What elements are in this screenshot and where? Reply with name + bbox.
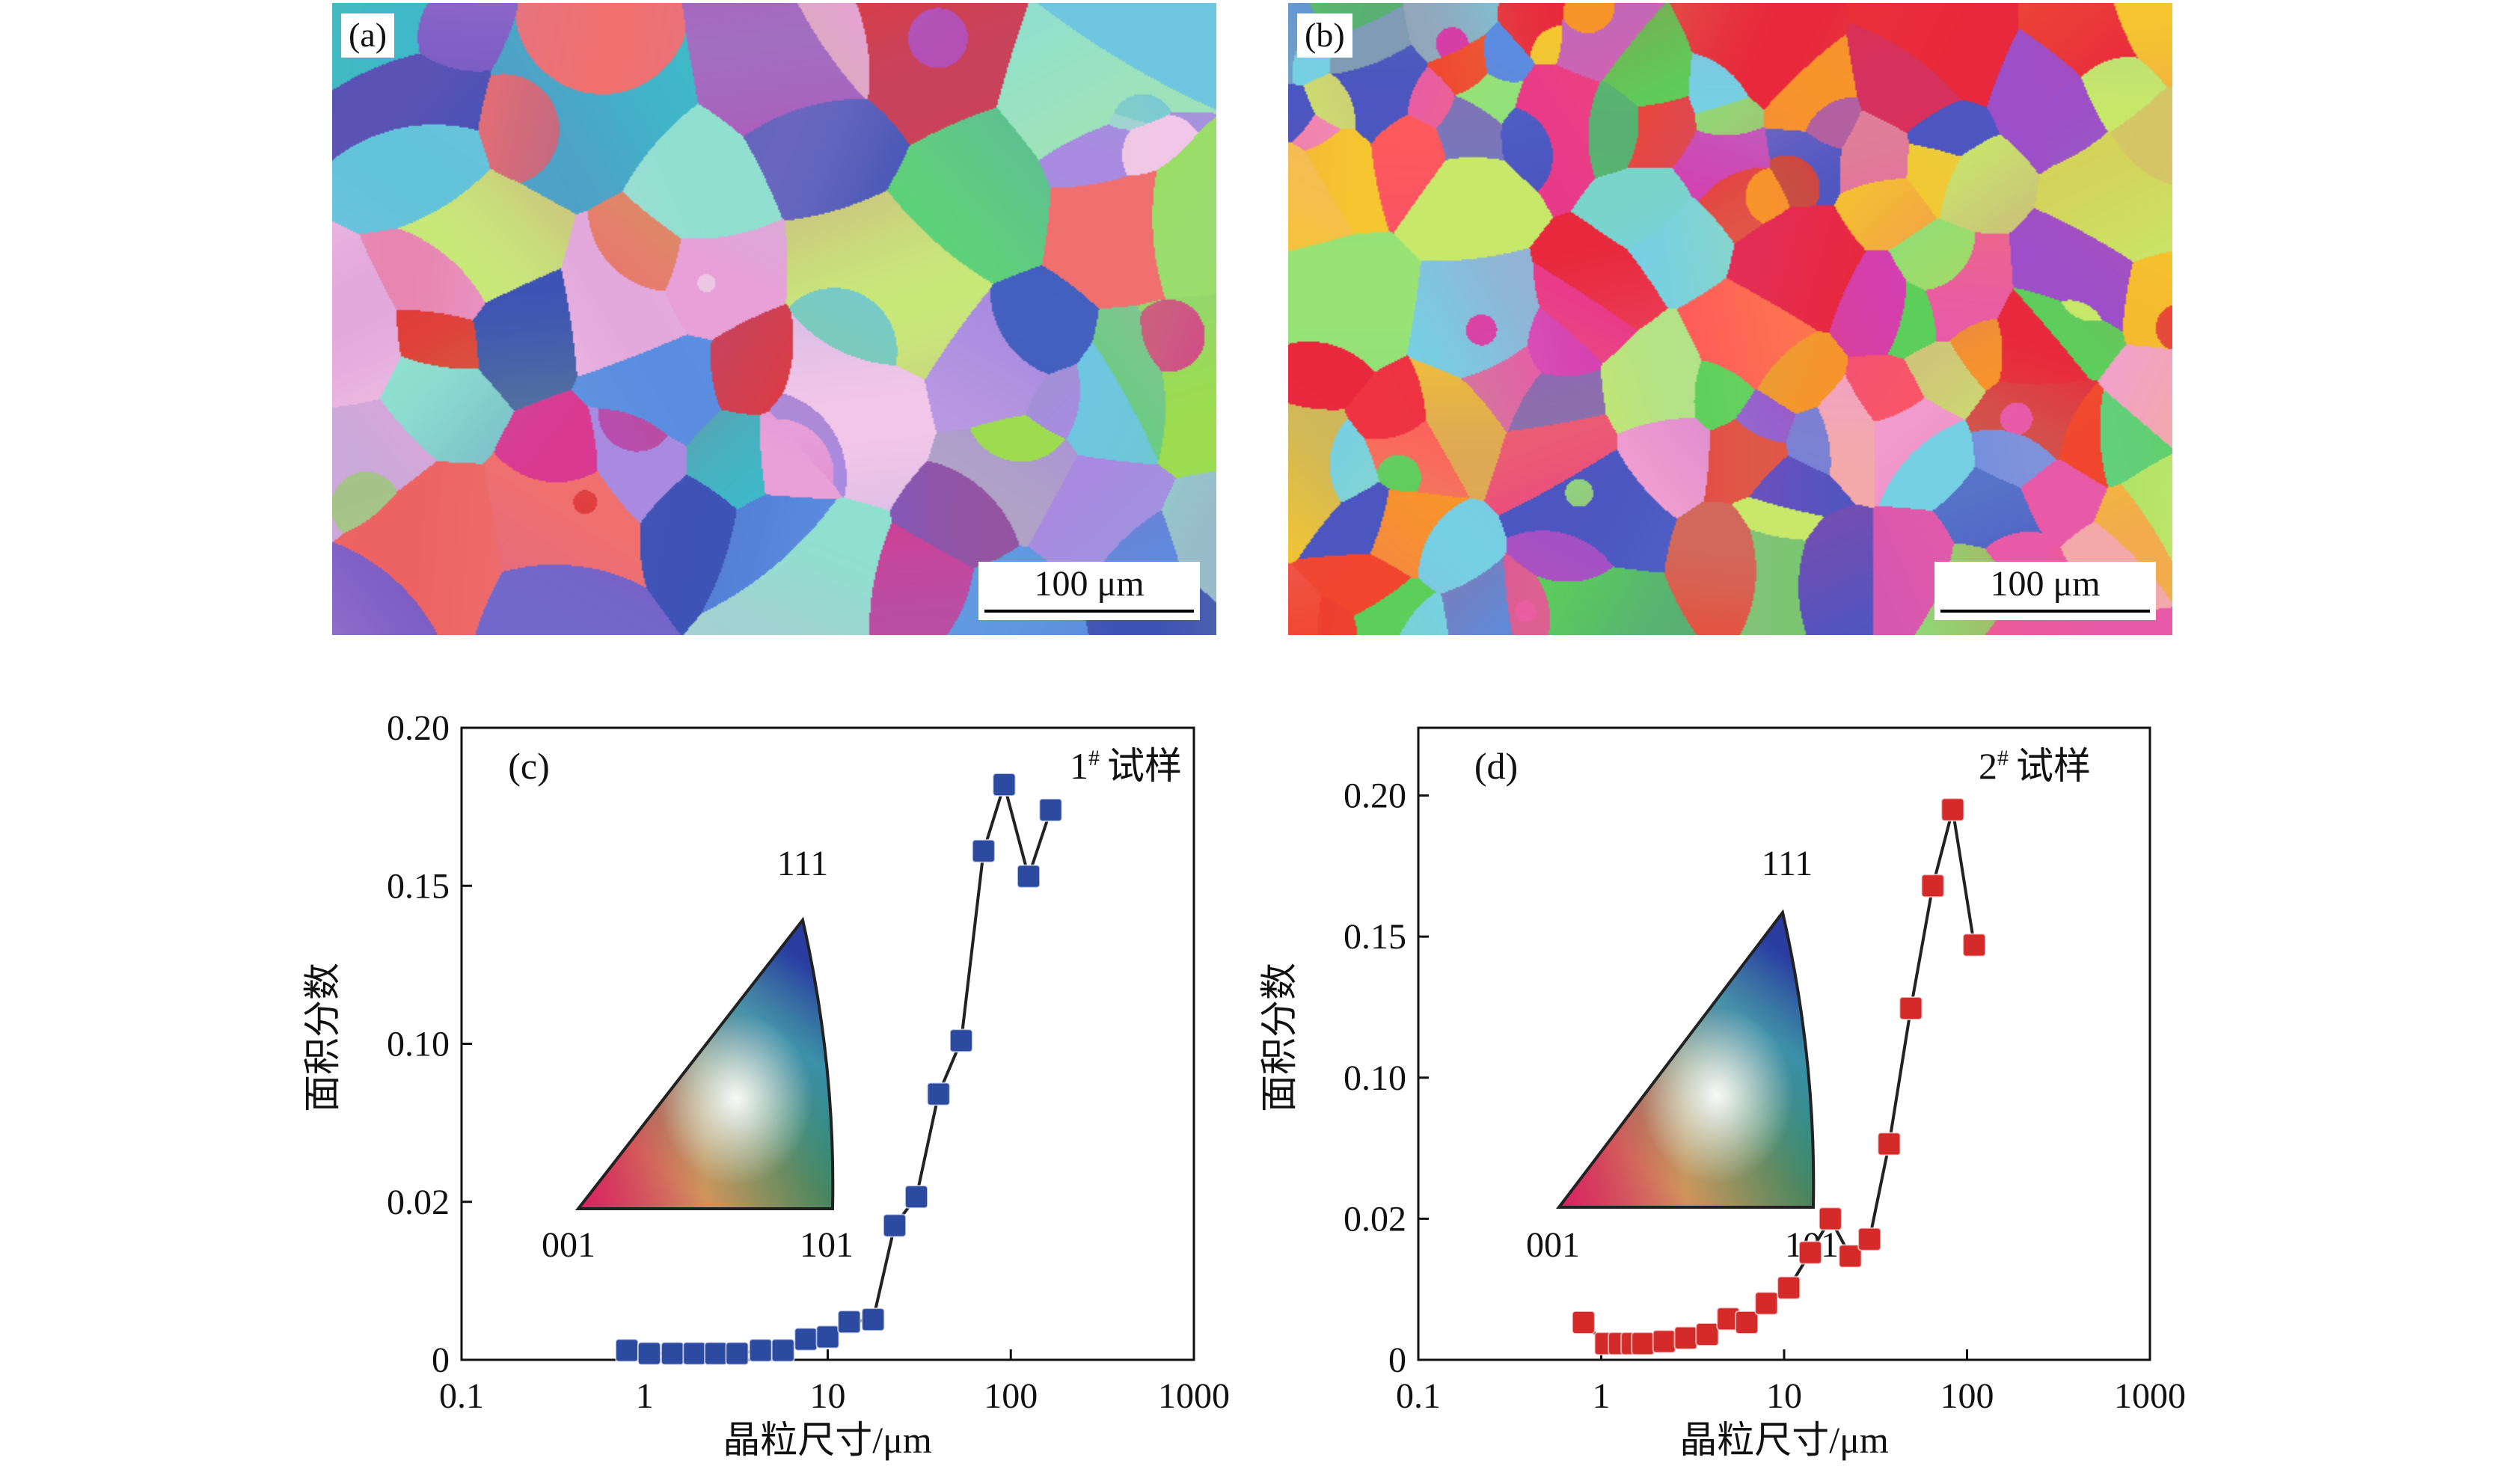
y-tick-label: 0.20	[387, 708, 450, 748]
data-point	[904, 1185, 929, 1209]
y-axis-label: 面积分数	[1258, 963, 1300, 1112]
data-point	[992, 773, 1017, 797]
chart-c: 0 0.02 0.10 0.15 0.20 0.1 1 10 100 1000 晶粒尺寸/μm 面积分…	[301, 708, 1230, 1461]
data-point	[725, 1341, 750, 1366]
data-point	[770, 1338, 795, 1363]
sample-label: 1# 试样	[1070, 745, 1182, 787]
scale-bar: 100 μm	[978, 562, 1200, 620]
y-tick-label: 0.02	[387, 1183, 450, 1222]
data-point	[949, 1028, 973, 1053]
data-point	[661, 1341, 685, 1366]
data-point	[1652, 1329, 1676, 1354]
ipf-label-001: 001	[1526, 1225, 1580, 1265]
ipf-label-101: 101	[800, 1225, 854, 1265]
data-point	[1899, 996, 1923, 1020]
ebsd-orientation-map	[1288, 3, 2172, 635]
x-tick-label: 10	[810, 1376, 846, 1416]
data-point	[1754, 1291, 1779, 1316]
sample-label: 2# 试样	[1979, 745, 2091, 787]
data-point	[1695, 1322, 1720, 1347]
sample-superscript: #	[1997, 746, 2009, 770]
y-tick-label: 0.10	[1344, 1058, 1406, 1098]
data-point	[926, 1082, 951, 1106]
data-point	[1735, 1310, 1759, 1335]
data-point	[1571, 1310, 1596, 1335]
x-tick-label: 100	[1940, 1376, 1994, 1416]
data-point	[748, 1338, 773, 1363]
ebsd-map-b: (b) 100 μm	[1288, 3, 2172, 635]
data-point	[682, 1341, 707, 1366]
data-point	[703, 1341, 728, 1366]
panel-label: (d)	[1474, 745, 1518, 787]
y-axis-label: 面积分数	[301, 963, 343, 1112]
y-tick-label: 0.10	[387, 1025, 450, 1064]
data-point	[882, 1213, 907, 1238]
data-point	[1016, 864, 1041, 889]
data-point	[1857, 1227, 1882, 1251]
sample-number: 2	[1979, 745, 1997, 787]
ebsd-orientation-map	[332, 3, 1216, 635]
data-point	[794, 1327, 818, 1352]
x-tick-label: 1	[636, 1376, 654, 1416]
scale-bar: 100 μm	[1934, 562, 2156, 620]
sample-word: 试样	[2016, 745, 2091, 787]
x-tick-label: 1000	[1158, 1376, 1230, 1416]
data-point	[1962, 933, 1987, 957]
data-point	[1920, 874, 1945, 898]
data-point	[1940, 797, 1965, 822]
y-tick-label: 0	[1388, 1340, 1406, 1380]
data-point	[637, 1341, 661, 1366]
x-axis-label: 晶粒尺寸/μm	[723, 1419, 932, 1461]
y-tick-label: 0.20	[1344, 776, 1406, 816]
y-tick-label: 0.15	[387, 866, 450, 906]
scale-bar-label: 100 μm	[1034, 564, 1145, 604]
x-tick-label: 0.1	[439, 1376, 484, 1416]
data-point	[1877, 1132, 1902, 1156]
data-point	[837, 1310, 862, 1334]
scale-bar-label: 100 μm	[1990, 564, 2101, 604]
x-tick-label: 0.1	[1396, 1376, 1441, 1416]
data-point	[1818, 1206, 1842, 1231]
ipf-label-001: 001	[542, 1225, 595, 1265]
ipf-label-111: 111	[777, 844, 828, 883]
sample-superscript: #	[1088, 746, 1100, 770]
data-point	[1631, 1331, 1655, 1356]
ipf-triangle-legend	[575, 916, 835, 1210]
data-point	[861, 1307, 886, 1332]
data-point	[815, 1325, 840, 1349]
chart-d: 0 0.02 0.10 0.15 0.20 0.1 1 10 100 1000 晶粒尺寸/μm 面积分…	[1258, 726, 2186, 1461]
x-tick-label: 10	[1766, 1376, 1802, 1416]
x-axis-label: 晶粒尺寸/μm	[1679, 1419, 1889, 1461]
data-point	[1798, 1240, 1822, 1265]
panel-label: (c)	[508, 745, 550, 787]
panel-label: (a)	[341, 13, 395, 58]
sample-word: 试样	[1107, 745, 1182, 787]
ebsd-map-a: (a) 100 μm	[332, 3, 1216, 635]
panel-label: (b)	[1297, 13, 1352, 58]
y-tick-label: 0.02	[1344, 1199, 1406, 1239]
sample-number: 1	[1070, 745, 1088, 787]
data-point	[615, 1338, 640, 1363]
data-point	[1838, 1244, 1863, 1269]
data-point	[1673, 1325, 1698, 1350]
data-point	[1777, 1275, 1801, 1300]
y-tick-label: 0.15	[1344, 917, 1406, 957]
data-point	[971, 838, 996, 863]
x-tick-label: 1	[1593, 1376, 1611, 1416]
ipf-label-111: 111	[1762, 844, 1813, 883]
x-tick-label: 100	[984, 1376, 1038, 1416]
plot-frame	[460, 726, 1195, 1361]
y-tick-label: 0	[432, 1340, 450, 1380]
ipf-triangle-legend	[1555, 909, 1816, 1209]
data-point	[1038, 797, 1063, 822]
scale-bar-line	[984, 610, 1194, 613]
x-tick-label: 1000	[2114, 1376, 2186, 1416]
scale-bar-line	[1940, 610, 2150, 613]
